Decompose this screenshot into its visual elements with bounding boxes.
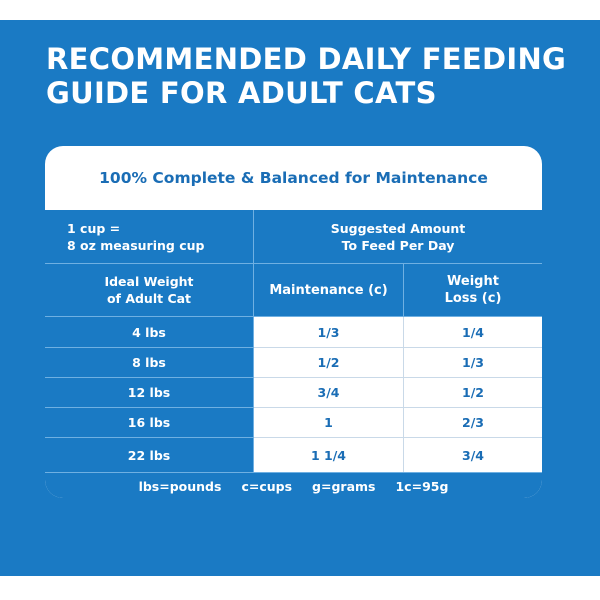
weight-cell: 8 lbs <box>45 348 254 378</box>
cup-definition-cell: 1 cup = 8 oz measuring cup <box>45 210 254 264</box>
suggested-amount-line-2: To Feed Per Day <box>341 237 455 253</box>
table-row: 12 lbs 3/4 1/2 <box>45 378 542 408</box>
maintenance-cell: 3/4 <box>254 378 404 408</box>
weight-cell: 4 lbs <box>45 317 254 348</box>
cup-definition-line-2: 8 oz measuring cup <box>67 237 205 253</box>
weight-loss-line-2: Loss (c) <box>444 291 502 306</box>
ideal-weight-line-2: of Adult Cat <box>106 291 192 306</box>
weight-loss-header: Weight Loss (c) <box>404 264 542 317</box>
legend-grams: g=grams <box>312 478 376 494</box>
weight-loss-cell: 1/3 <box>404 348 542 378</box>
suggested-amount-header: Suggested Amount To Feed Per Day <box>254 210 542 264</box>
feeding-table-card: 100% Complete & Balanced for Maintenance… <box>45 146 542 498</box>
units-legend: lbs=pounds c=cups g=grams 1c=95g <box>45 472 542 498</box>
legend-cup-grams: 1c=95g <box>395 478 449 494</box>
maintenance-cell: 1 <box>254 408 404 438</box>
weight-loss-cell: 2/3 <box>404 408 542 438</box>
table-row: 16 lbs 1 2/3 <box>45 408 542 438</box>
legend-pounds: lbs=pounds <box>138 478 222 494</box>
weight-cell: 16 lbs <box>45 408 254 438</box>
ideal-weight-line-1: Ideal Weight <box>104 274 194 289</box>
page-title: RECOMMENDED DAILY FEEDING GUIDE FOR ADUL… <box>46 42 566 110</box>
suggested-amount-line-1: Suggested Amount <box>330 220 466 236</box>
maintenance-cell: 1/3 <box>254 317 404 348</box>
weight-loss-cell: 1/2 <box>404 378 542 408</box>
bottom-white-strip <box>0 576 600 600</box>
weight-loss-line-1: Weight <box>447 274 499 289</box>
weight-loss-cell: 3/4 <box>404 438 542 472</box>
maintenance-header: Maintenance (c) <box>254 264 404 317</box>
weight-cell: 22 lbs <box>45 438 254 472</box>
table-header-row-2: Ideal Weight of Adult Cat Maintenance (c… <box>45 264 542 317</box>
ideal-weight-header: Ideal Weight of Adult Cat <box>45 264 254 317</box>
legend-cups: c=cups <box>241 478 293 494</box>
weight-cell: 12 lbs <box>45 378 254 408</box>
title-line-2: GUIDE FOR ADULT CATS <box>46 76 437 110</box>
title-line-1: RECOMMENDED DAILY FEEDING <box>46 42 567 76</box>
maintenance-cell: 1/2 <box>254 348 404 378</box>
maintenance-cell: 1 1/4 <box>254 438 404 472</box>
table-row: 4 lbs 1/3 1/4 <box>45 317 542 348</box>
table-header-row-1: 1 cup = 8 oz measuring cup Suggested Amo… <box>45 210 542 264</box>
table-row: 22 lbs 1 1/4 3/4 <box>45 438 542 472</box>
cup-definition-line-1: 1 cup = <box>67 220 121 236</box>
table-row: 8 lbs 1/2 1/3 <box>45 348 542 378</box>
card-title: 100% Complete & Balanced for Maintenance <box>99 169 488 187</box>
weight-loss-cell: 1/4 <box>404 317 542 348</box>
